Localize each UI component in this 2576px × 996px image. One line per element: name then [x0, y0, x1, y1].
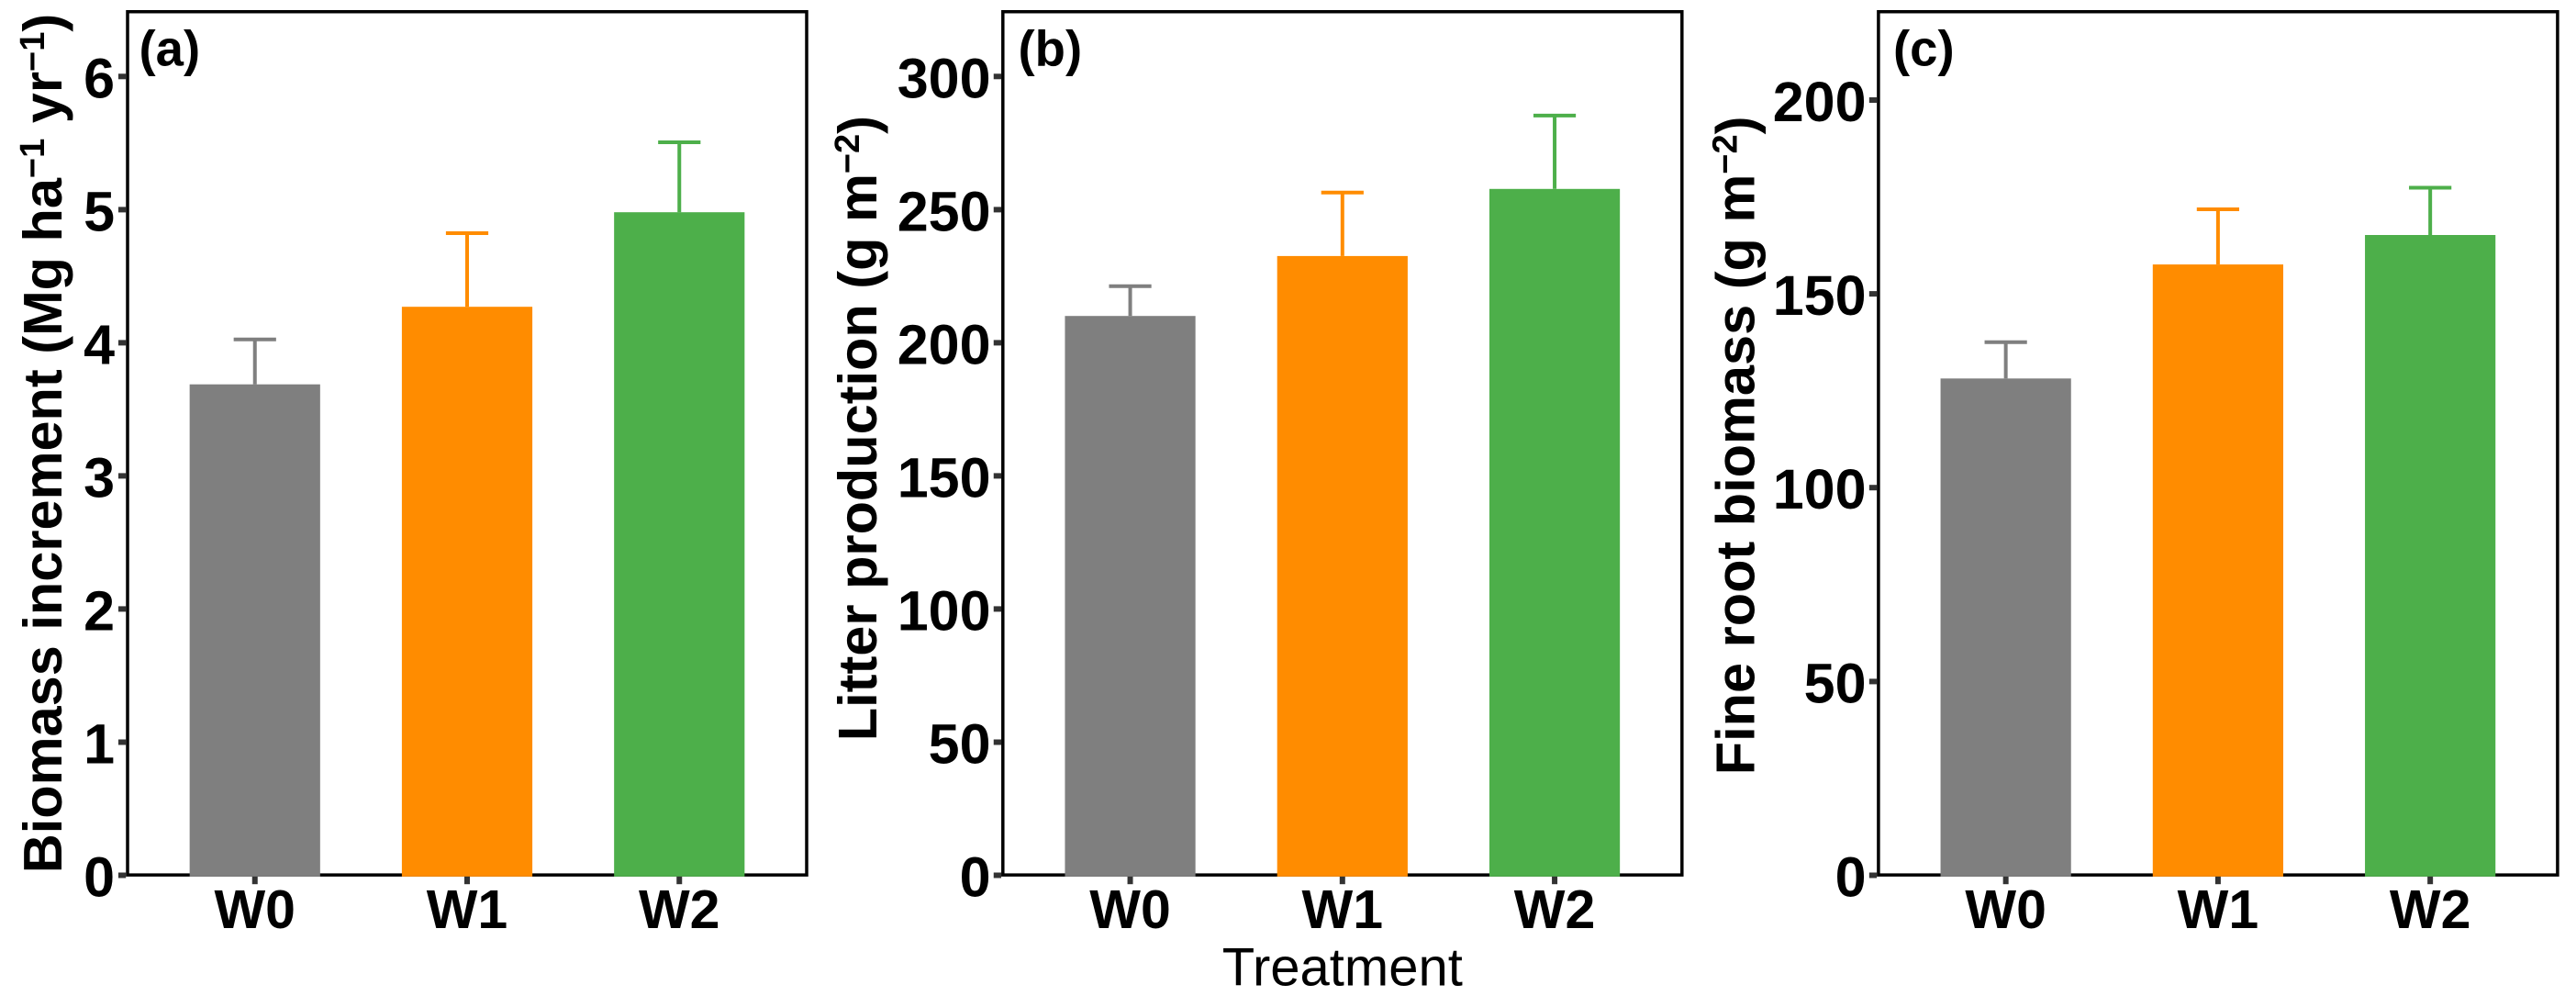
svg-text:3: 3 [84, 446, 115, 509]
svg-text:W1: W1 [427, 879, 508, 940]
svg-text:W2: W2 [639, 879, 720, 940]
svg-text:150: 150 [1773, 264, 1867, 327]
svg-text:150: 150 [898, 446, 991, 509]
svg-text:0: 0 [1835, 846, 1867, 909]
svg-text:200: 200 [1773, 71, 1867, 133]
svg-text:250: 250 [898, 180, 991, 242]
svg-text:Litter production (g m−2): Litter production (g m−2) [827, 116, 888, 741]
svg-text:W2: W2 [2390, 879, 2471, 940]
svg-text:2: 2 [84, 579, 115, 642]
svg-text:(c): (c) [1893, 21, 1955, 77]
svg-text:0: 0 [84, 846, 115, 909]
svg-text:100: 100 [898, 579, 991, 642]
svg-text:6: 6 [84, 47, 115, 109]
svg-text:Biomass increment (Mg ha−1 yr−: Biomass increment (Mg ha−1 yr−1) [12, 14, 73, 873]
svg-text:100: 100 [1773, 458, 1867, 520]
svg-text:5: 5 [84, 180, 115, 242]
svg-text:W0: W0 [1965, 879, 2046, 940]
svg-text:4: 4 [84, 313, 115, 375]
svg-text:W0: W0 [1089, 879, 1171, 940]
svg-text:(a): (a) [139, 21, 201, 77]
svg-text:50: 50 [929, 713, 991, 776]
svg-text:(b): (b) [1019, 21, 1083, 77]
svg-text:W2: W2 [1514, 879, 1596, 940]
svg-text:Fine root biomass (g m−2): Fine root biomass (g m−2) [1705, 117, 1767, 776]
svg-text:50: 50 [1804, 652, 1867, 714]
svg-text:1: 1 [84, 713, 115, 776]
svg-text:W1: W1 [2178, 879, 2259, 940]
svg-text:W0: W0 [215, 879, 296, 940]
svg-text:200: 200 [898, 313, 991, 375]
svg-text:W1: W1 [1302, 879, 1384, 940]
svg-text:Treatment: Treatment [1222, 938, 1463, 996]
svg-text:0: 0 [960, 846, 991, 909]
svg-text:300: 300 [898, 47, 991, 109]
